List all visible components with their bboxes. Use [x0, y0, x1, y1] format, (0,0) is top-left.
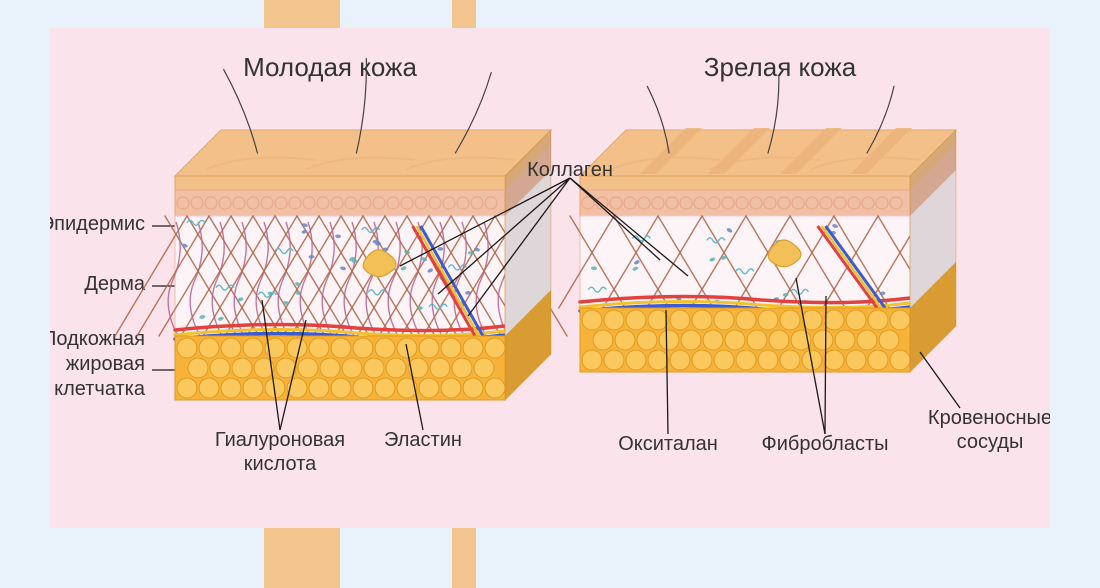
label-fat-l2: жировая	[66, 353, 145, 375]
label-epidermis: Эпидермис	[50, 213, 145, 235]
label-vessels-l2: сосуды	[957, 431, 1024, 453]
title-young: Молодая кожа	[243, 52, 417, 82]
skin-diagram-svg: Молодая кожа Зрелая кожа Эпидермис Дерма…	[50, 28, 1050, 528]
label-elastin: Эластин	[384, 429, 462, 451]
label-dermis: Дерма	[84, 273, 146, 295]
label-fat-l3: клетчатка	[54, 378, 146, 400]
bg-bar	[452, 0, 476, 28]
label-fat-l1: Подкожная	[50, 328, 145, 350]
label-hyaluronic-l2: кислота	[244, 453, 317, 475]
diagram-panel: Молодая кожа Зрелая кожа Эпидермис Дерма…	[50, 28, 1050, 528]
skin-block-mature	[559, 76, 956, 372]
bg-bar	[264, 528, 340, 588]
label-vessels-l1: Кровеносные	[928, 407, 1050, 429]
bg-bar	[452, 528, 476, 588]
label-oxytalan: Окситалан	[618, 433, 718, 455]
skin-block-young	[115, 59, 567, 400]
label-fibroblasts: Фибробласты	[762, 433, 889, 455]
title-mature: Зрелая кожа	[704, 52, 857, 82]
label-hyaluronic-l1: Гиалуроновая	[215, 429, 345, 451]
bg-bar	[264, 0, 340, 28]
label-collagen: Коллаген	[527, 159, 613, 181]
